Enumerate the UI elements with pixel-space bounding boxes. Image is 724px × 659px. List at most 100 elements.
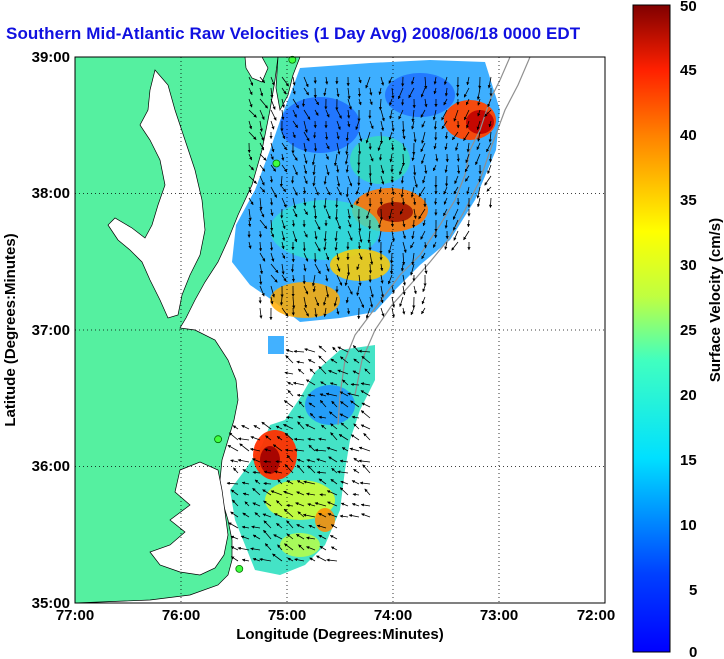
velocity-arrow — [318, 365, 327, 375]
velocity-arrow — [351, 503, 360, 507]
x-axis-label: Longitude (Degrees:Minutes) — [236, 626, 444, 643]
velocity-arrow — [360, 424, 371, 430]
velocity-arrow — [336, 87, 340, 98]
velocity-arrow — [453, 230, 459, 241]
velocity-arrow — [464, 164, 470, 173]
velocity-arrow — [358, 274, 362, 287]
velocity-arrow — [281, 98, 285, 108]
velocity-arrow — [302, 241, 306, 252]
velocity-arrow — [259, 252, 266, 262]
velocity-arrow — [252, 534, 261, 540]
velocity-arrow — [400, 186, 404, 198]
velocity-arrow — [259, 120, 263, 132]
velocity-arrow — [369, 285, 374, 298]
velocity-arrow — [294, 558, 305, 562]
velocity-arrow — [347, 285, 353, 295]
velocity-arrow — [337, 470, 349, 474]
velocity-arrow — [328, 456, 338, 463]
velocity-arrow — [378, 87, 382, 95]
velocity-arrow — [454, 175, 459, 185]
velocity-arrow — [391, 307, 395, 318]
velocity-arrow — [358, 252, 363, 261]
velocity-arrow — [287, 557, 294, 562]
velocity-arrow — [365, 76, 371, 89]
velocity-arrow — [292, 197, 297, 210]
velocity-arrow — [306, 536, 316, 540]
velocity-arrow — [242, 469, 250, 474]
velocity-arrow — [269, 175, 274, 183]
velocity-arrow — [336, 274, 343, 286]
velocity-arrow — [489, 153, 493, 163]
velocity-arrow — [241, 425, 250, 430]
velocity-arrow — [298, 544, 305, 551]
velocity-arrow — [411, 76, 415, 85]
velocity-arrow — [241, 525, 250, 529]
velocity-arrow — [369, 153, 374, 162]
velocity-arrow — [377, 230, 382, 243]
velocity-arrow — [279, 175, 283, 188]
velocity-arrow — [401, 197, 405, 206]
velocity-arrow — [292, 164, 298, 176]
velocity-arrow — [259, 263, 263, 275]
velocity-arrow — [227, 444, 239, 452]
velocity-arrow — [259, 142, 265, 151]
velocity-arrow — [380, 109, 385, 122]
velocity-arrow — [391, 296, 396, 308]
velocity-arrow — [389, 153, 393, 163]
velocity-arrow — [303, 164, 308, 175]
velocity-arrow — [463, 230, 470, 241]
station-marker — [272, 159, 281, 168]
velocity-arrow — [434, 197, 438, 205]
colorbar-tick-label: 35 — [680, 192, 697, 209]
velocity-arrow — [390, 219, 394, 228]
velocity-arrow — [292, 131, 296, 139]
velocity-arrow — [254, 479, 261, 485]
velocity-arrow — [250, 547, 261, 551]
velocity-arrow — [347, 197, 353, 209]
velocity-arrow — [325, 274, 329, 282]
velocity-arrow — [388, 208, 393, 220]
velocity-arrow — [339, 514, 349, 518]
velocity-arrow — [360, 503, 371, 507]
velocity-vectors — [226, 76, 493, 562]
velocity-arrow — [281, 164, 288, 173]
velocity-arrow — [275, 425, 283, 430]
velocity-arrow — [284, 464, 294, 474]
velocity-arrow — [358, 98, 362, 106]
velocity-arrow — [347, 219, 352, 228]
velocity-arrow — [325, 76, 329, 85]
velocity-arrow — [388, 76, 393, 84]
velocity-arrow — [399, 296, 404, 308]
velocity-arrow — [378, 219, 382, 229]
velocity-arrow — [358, 131, 363, 142]
velocity-arrow — [303, 307, 309, 317]
velocity-arrow — [353, 423, 360, 430]
velocity-arrow — [399, 208, 404, 215]
velocity-arrow — [337, 346, 349, 353]
velocity-arrow — [360, 410, 371, 419]
velocity-arrow — [287, 381, 294, 386]
velocity-arrow — [250, 436, 261, 441]
velocity-arrow — [432, 241, 437, 248]
velocity-arrow — [443, 197, 448, 205]
velocity-arrow — [410, 307, 415, 316]
velocity-arrow — [323, 230, 327, 242]
velocity-arrow — [358, 446, 371, 452]
velocity-arrow — [286, 454, 294, 463]
velocity-arrow — [432, 109, 437, 121]
velocity-arrow — [488, 197, 493, 208]
velocity-arrow — [340, 401, 349, 408]
velocity-arrow — [281, 197, 287, 208]
velocity-arrow — [340, 356, 349, 364]
velocity-arrow — [230, 489, 239, 496]
velocity-arrow — [334, 230, 338, 242]
velocity-arrow — [367, 230, 371, 244]
velocity-arrow — [296, 458, 305, 463]
velocity-arrow — [413, 131, 417, 143]
velocity-arrow — [486, 186, 492, 192]
velocity-arrow — [477, 131, 481, 142]
velocity-arrow — [325, 252, 330, 261]
velocity-arrow — [265, 435, 272, 441]
velocity-arrow — [391, 87, 395, 99]
velocity-arrow — [285, 349, 294, 353]
